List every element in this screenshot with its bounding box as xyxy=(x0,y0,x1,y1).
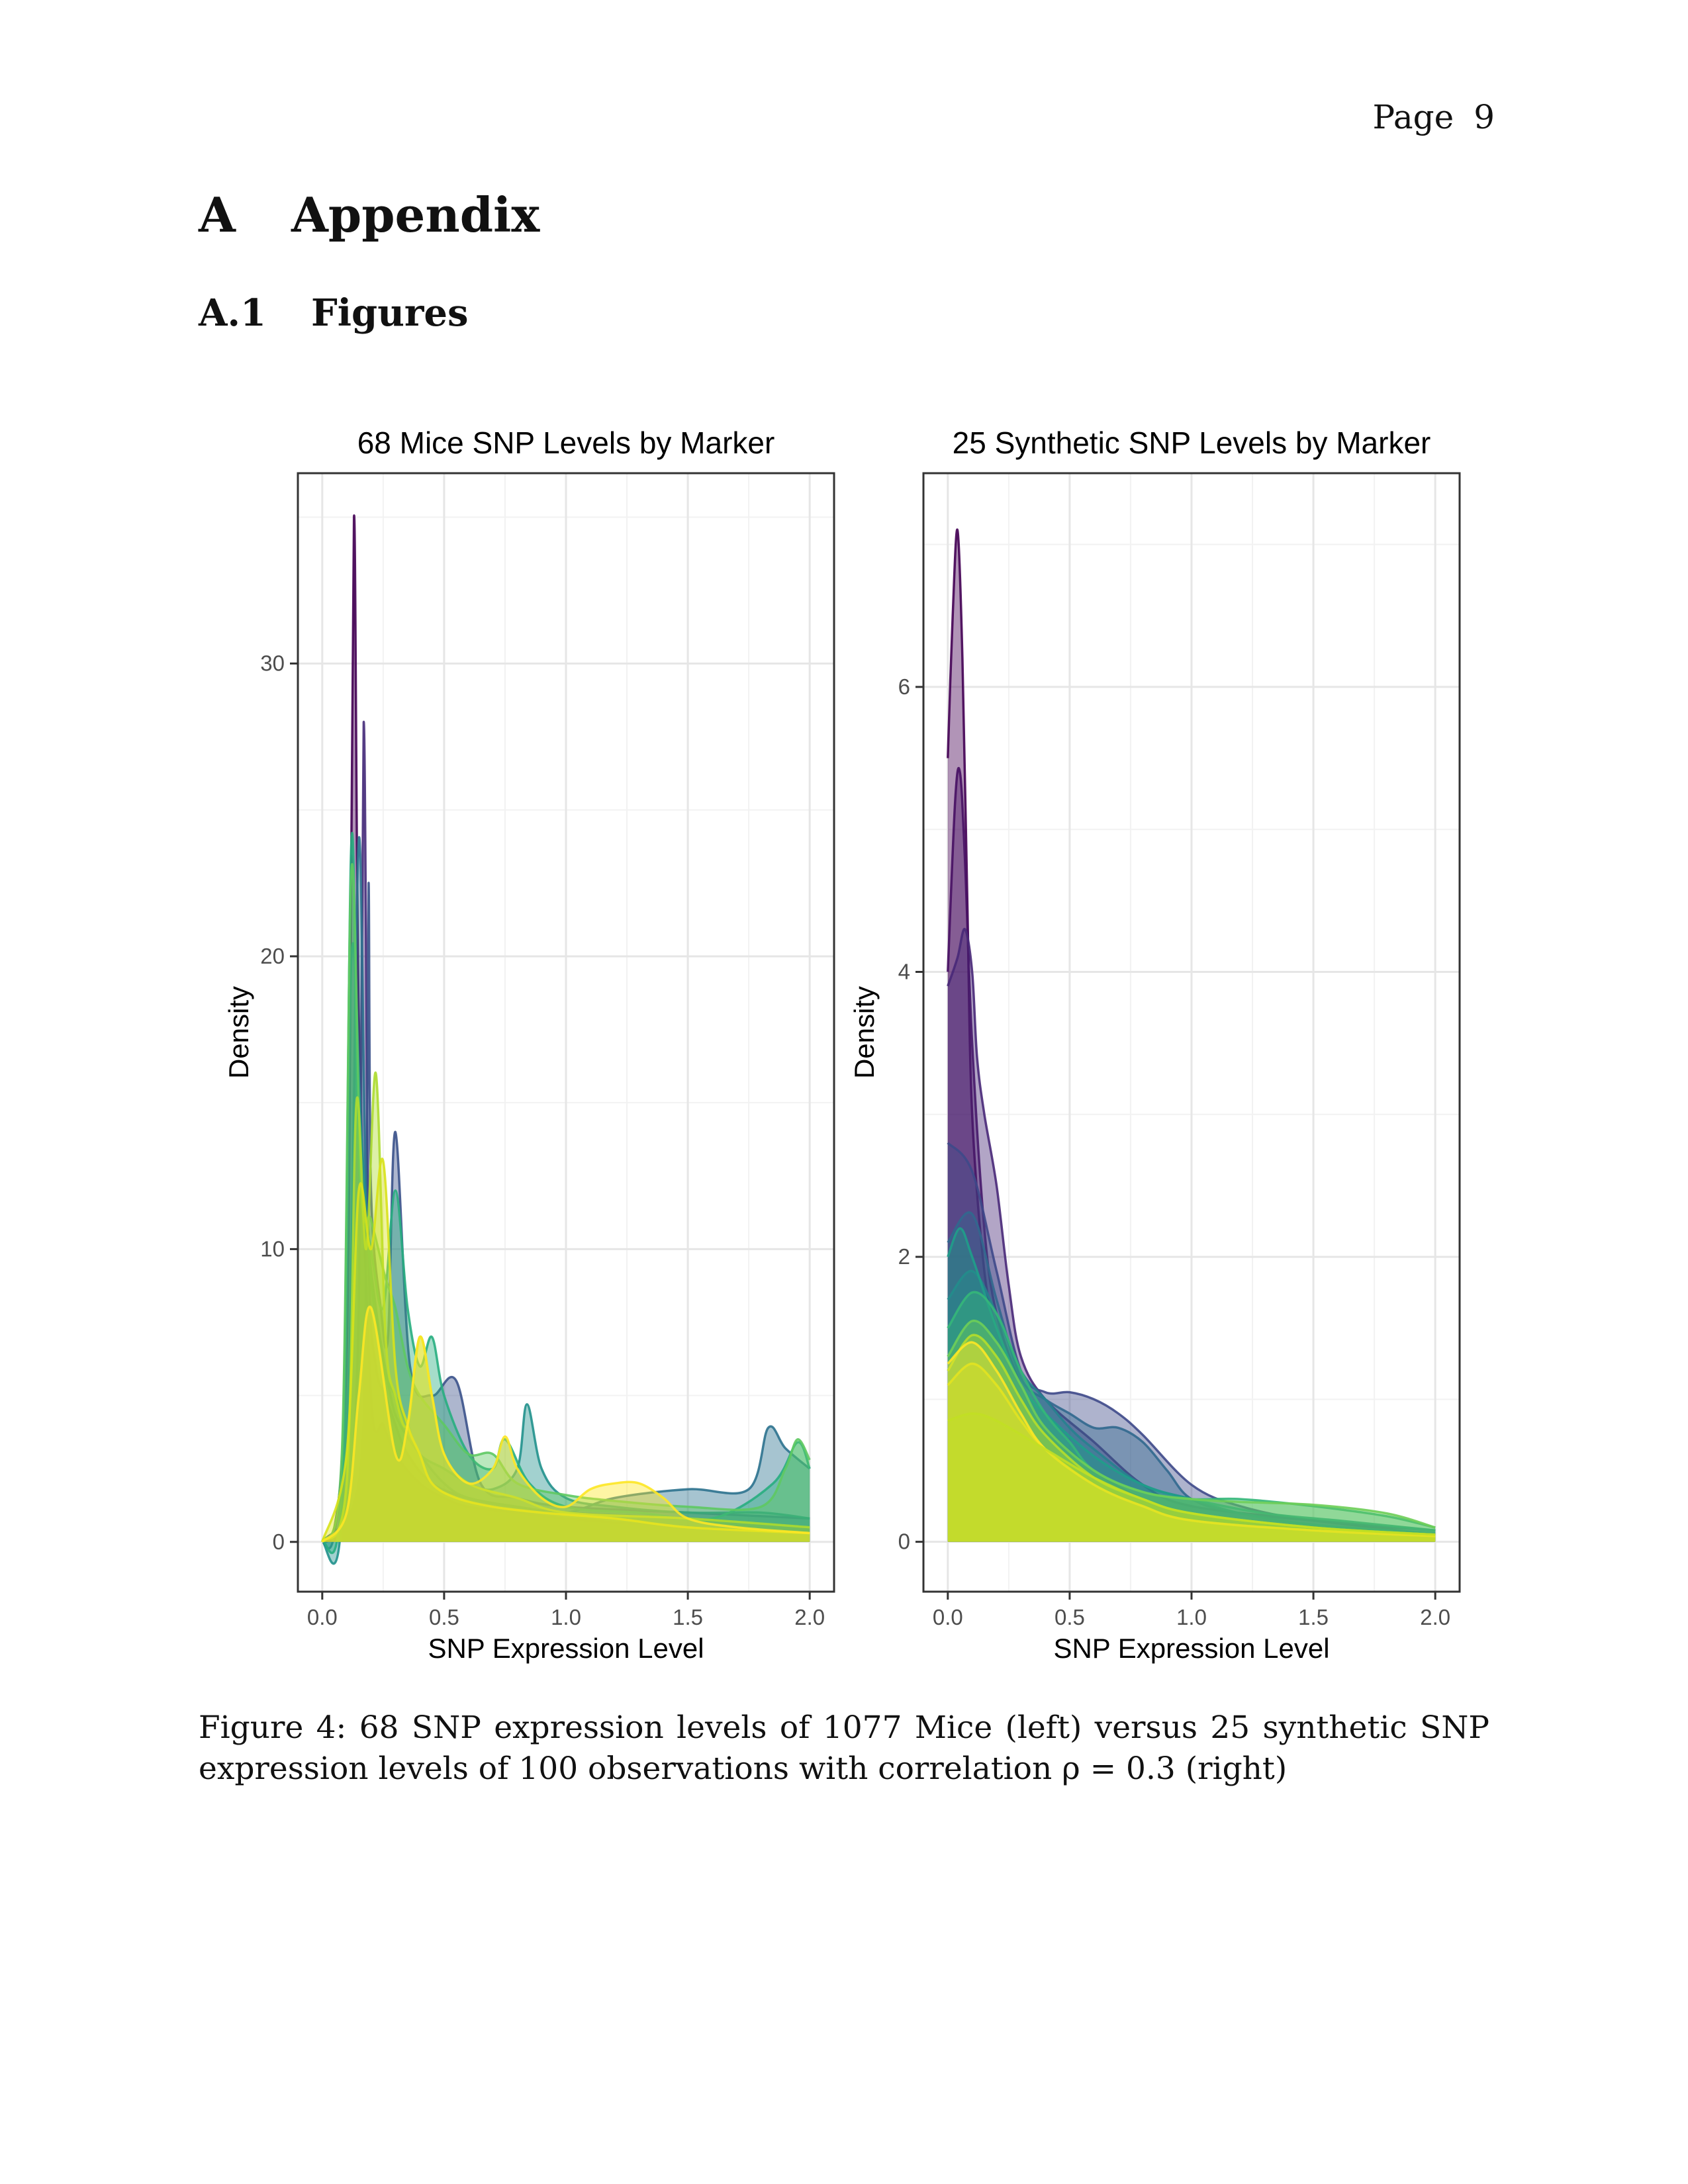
density-fill-4 xyxy=(322,837,810,1549)
density-line-13 xyxy=(947,1412,1436,1536)
chart-title: 68 Mice SNP Levels by Marker xyxy=(357,426,775,460)
x-tick-label: 1.0 xyxy=(551,1605,581,1629)
density-fill-12 xyxy=(947,1342,1436,1542)
density-line-10 xyxy=(321,1305,810,1543)
density-line-7 xyxy=(321,863,811,1543)
density-fill-3 xyxy=(322,882,810,1542)
figure-caption: Figure 4: 68 SNP expression levels of 10… xyxy=(199,1709,1489,1787)
density-fill-5 xyxy=(322,943,810,1564)
page-number-value: 9 xyxy=(1474,98,1495,136)
density-fill-2 xyxy=(322,721,810,1542)
density-fill-6 xyxy=(947,1271,1436,1542)
y-tick-label: 6 xyxy=(898,674,910,699)
x-tick-label: 0.5 xyxy=(1055,1605,1085,1629)
x-tick-label: 0.5 xyxy=(429,1605,459,1629)
page-label: Page xyxy=(1372,98,1454,136)
density-fill-10 xyxy=(322,1306,810,1542)
x-axis-label: SNP Expression Level xyxy=(428,1633,704,1664)
section-heading: A Appendix xyxy=(199,187,539,243)
chart-title: 25 Synthetic SNP Levels by Marker xyxy=(953,426,1431,460)
density-fill-6 xyxy=(322,833,810,1553)
x-tick-label: 1.5 xyxy=(1298,1605,1329,1629)
section-title: Appendix xyxy=(291,187,540,243)
subsection-heading: A.1 Figures xyxy=(199,291,469,335)
y-tick-label: 20 xyxy=(260,944,285,968)
y-tick-label: 2 xyxy=(898,1244,910,1269)
x-tick-label: 0.0 xyxy=(307,1605,338,1629)
y-tick-label: 0 xyxy=(898,1529,910,1554)
x-tick-label: 2.0 xyxy=(1420,1605,1450,1629)
figure-4: 68 Mice SNP Levels by Marker 0.0 0.5 1.0 1.5… xyxy=(212,410,1476,1668)
density-line-3 xyxy=(947,928,1436,1536)
density-fill-8 xyxy=(947,1292,1436,1542)
y-tick-label: 0 xyxy=(273,1529,285,1554)
density-fill-3 xyxy=(947,929,1436,1542)
subsection-number: A.1 xyxy=(199,291,266,335)
x-tick-label: 0.0 xyxy=(933,1605,963,1629)
density-fill-11 xyxy=(947,1363,1436,1542)
figure-svg: 68 Mice SNP Levels by Marker 0.0 0.5 1.0 1.5… xyxy=(223,426,1461,1664)
x-tick-label: 2.0 xyxy=(794,1605,825,1629)
density-fill-9 xyxy=(947,1320,1436,1542)
y-tick-label: 30 xyxy=(260,651,285,676)
density-fill-10 xyxy=(947,1335,1436,1542)
density-areas xyxy=(947,528,1436,1542)
chart-panel-1: 68 Mice SNP Levels by Marker 0.0 0.5 1.0 1.5… xyxy=(223,426,835,1664)
density-line-8 xyxy=(321,1071,810,1543)
page-number: Page 9 xyxy=(1372,98,1495,136)
density-line-9 xyxy=(947,1319,1436,1529)
density-fill-13 xyxy=(947,1413,1436,1542)
x-tick-label: 1.0 xyxy=(1176,1605,1207,1629)
x-tick-label: 1.5 xyxy=(673,1605,703,1629)
y-axis-label: Density xyxy=(223,986,254,1079)
density-fill-9 xyxy=(322,1158,810,1542)
density-line-4 xyxy=(321,836,811,1550)
y-tick-label: 10 xyxy=(260,1236,285,1261)
chart-panel-2: 25 Synthetic SNP Levels by Marker 0.0 0.5 1… xyxy=(849,426,1461,1664)
density-fill-8 xyxy=(322,1072,810,1542)
density-fill-1 xyxy=(947,529,1436,1542)
x-axis-label: SNP Expression Level xyxy=(1053,1633,1329,1664)
density-line-9 xyxy=(321,1158,810,1543)
density-areas xyxy=(321,514,811,1565)
y-axis-label: Density xyxy=(849,986,880,1079)
density-line-12 xyxy=(947,1341,1436,1537)
density-fill-2 xyxy=(947,768,1436,1542)
density-fill-1 xyxy=(322,515,810,1542)
density-line-7 xyxy=(947,1227,1436,1532)
density-fill-7 xyxy=(322,864,810,1542)
y-tick-label: 4 xyxy=(898,960,910,984)
subsection-title: Figures xyxy=(311,291,469,335)
section-number: A xyxy=(199,187,236,243)
